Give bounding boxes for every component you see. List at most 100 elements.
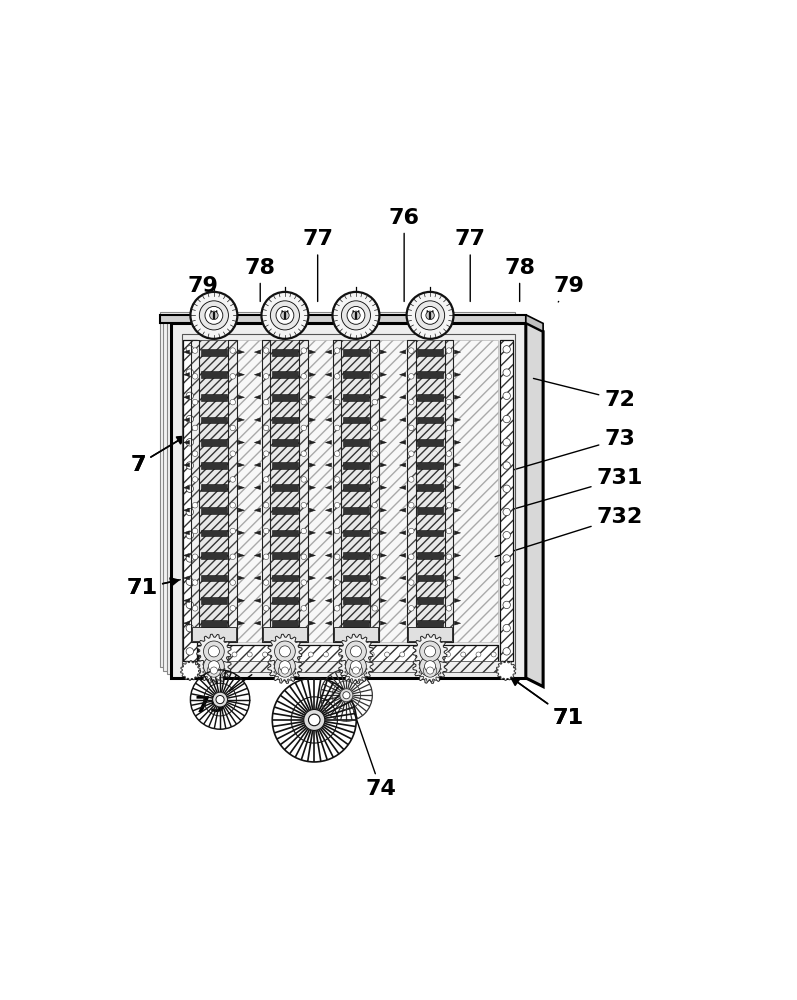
Circle shape: [430, 652, 435, 657]
Circle shape: [426, 667, 434, 674]
Polygon shape: [325, 599, 332, 603]
Bar: [263, 627, 307, 641]
Polygon shape: [399, 463, 406, 467]
Circle shape: [372, 477, 378, 482]
Circle shape: [503, 462, 510, 469]
Polygon shape: [254, 440, 261, 444]
Circle shape: [301, 399, 307, 405]
Polygon shape: [325, 350, 332, 354]
Polygon shape: [183, 531, 190, 535]
Text: 71: 71: [126, 578, 179, 598]
Polygon shape: [309, 440, 316, 444]
Circle shape: [186, 601, 194, 609]
Bar: [190, 340, 199, 642]
Circle shape: [446, 451, 452, 456]
Polygon shape: [454, 531, 461, 535]
Bar: [417, 417, 443, 423]
Polygon shape: [238, 373, 245, 377]
Polygon shape: [325, 418, 332, 422]
Circle shape: [186, 624, 194, 632]
Polygon shape: [254, 531, 261, 535]
Polygon shape: [380, 621, 387, 625]
Text: 79: 79: [188, 276, 219, 302]
Circle shape: [420, 656, 441, 677]
Circle shape: [503, 578, 510, 585]
Circle shape: [301, 374, 307, 379]
Circle shape: [263, 425, 269, 431]
Circle shape: [335, 348, 340, 353]
Circle shape: [301, 606, 307, 611]
Circle shape: [280, 646, 290, 657]
Bar: [270, 340, 300, 642]
Circle shape: [186, 346, 194, 353]
Circle shape: [192, 399, 198, 405]
Bar: [171, 323, 526, 678]
Polygon shape: [454, 440, 461, 444]
Polygon shape: [454, 350, 461, 354]
Circle shape: [421, 306, 439, 324]
Polygon shape: [238, 621, 245, 625]
Circle shape: [446, 580, 452, 585]
Circle shape: [192, 451, 198, 456]
Polygon shape: [202, 659, 225, 682]
Bar: [201, 371, 227, 378]
Circle shape: [335, 580, 340, 585]
Circle shape: [192, 554, 198, 560]
Circle shape: [230, 425, 236, 431]
Circle shape: [339, 652, 344, 657]
Bar: [417, 484, 443, 491]
Circle shape: [263, 580, 269, 585]
Polygon shape: [454, 621, 461, 625]
Polygon shape: [254, 599, 261, 603]
Polygon shape: [268, 634, 302, 669]
Polygon shape: [238, 395, 245, 399]
Bar: [341, 340, 371, 642]
Circle shape: [263, 374, 269, 379]
Polygon shape: [526, 323, 543, 687]
Text: 732: 732: [495, 507, 643, 557]
Circle shape: [186, 439, 194, 446]
Polygon shape: [454, 553, 461, 557]
Bar: [201, 597, 227, 604]
Polygon shape: [380, 531, 387, 535]
Circle shape: [186, 532, 194, 539]
Circle shape: [354, 652, 359, 657]
Circle shape: [217, 652, 222, 657]
Circle shape: [192, 374, 198, 379]
Polygon shape: [183, 621, 190, 625]
Bar: [272, 620, 298, 627]
Circle shape: [230, 374, 236, 379]
Polygon shape: [380, 373, 387, 377]
Polygon shape: [497, 661, 516, 680]
Circle shape: [335, 528, 340, 534]
Circle shape: [263, 348, 269, 353]
Polygon shape: [183, 508, 190, 512]
Circle shape: [446, 399, 452, 405]
Polygon shape: [183, 463, 190, 467]
Bar: [500, 340, 513, 661]
Polygon shape: [254, 553, 261, 557]
Circle shape: [409, 425, 414, 431]
Circle shape: [301, 477, 307, 482]
Circle shape: [263, 451, 269, 456]
Bar: [417, 439, 443, 446]
Circle shape: [202, 652, 206, 657]
Polygon shape: [238, 440, 245, 444]
Bar: [343, 507, 369, 514]
Bar: [201, 507, 227, 514]
Polygon shape: [254, 463, 261, 467]
Circle shape: [308, 652, 313, 657]
Bar: [201, 484, 227, 491]
Circle shape: [372, 502, 378, 508]
Circle shape: [192, 425, 198, 431]
Circle shape: [335, 451, 340, 456]
Circle shape: [186, 369, 194, 376]
Circle shape: [420, 641, 441, 662]
Circle shape: [335, 425, 340, 431]
Bar: [201, 575, 227, 581]
Circle shape: [503, 415, 510, 423]
Circle shape: [192, 606, 198, 611]
Polygon shape: [399, 576, 406, 580]
Circle shape: [446, 606, 452, 611]
Circle shape: [409, 477, 414, 482]
